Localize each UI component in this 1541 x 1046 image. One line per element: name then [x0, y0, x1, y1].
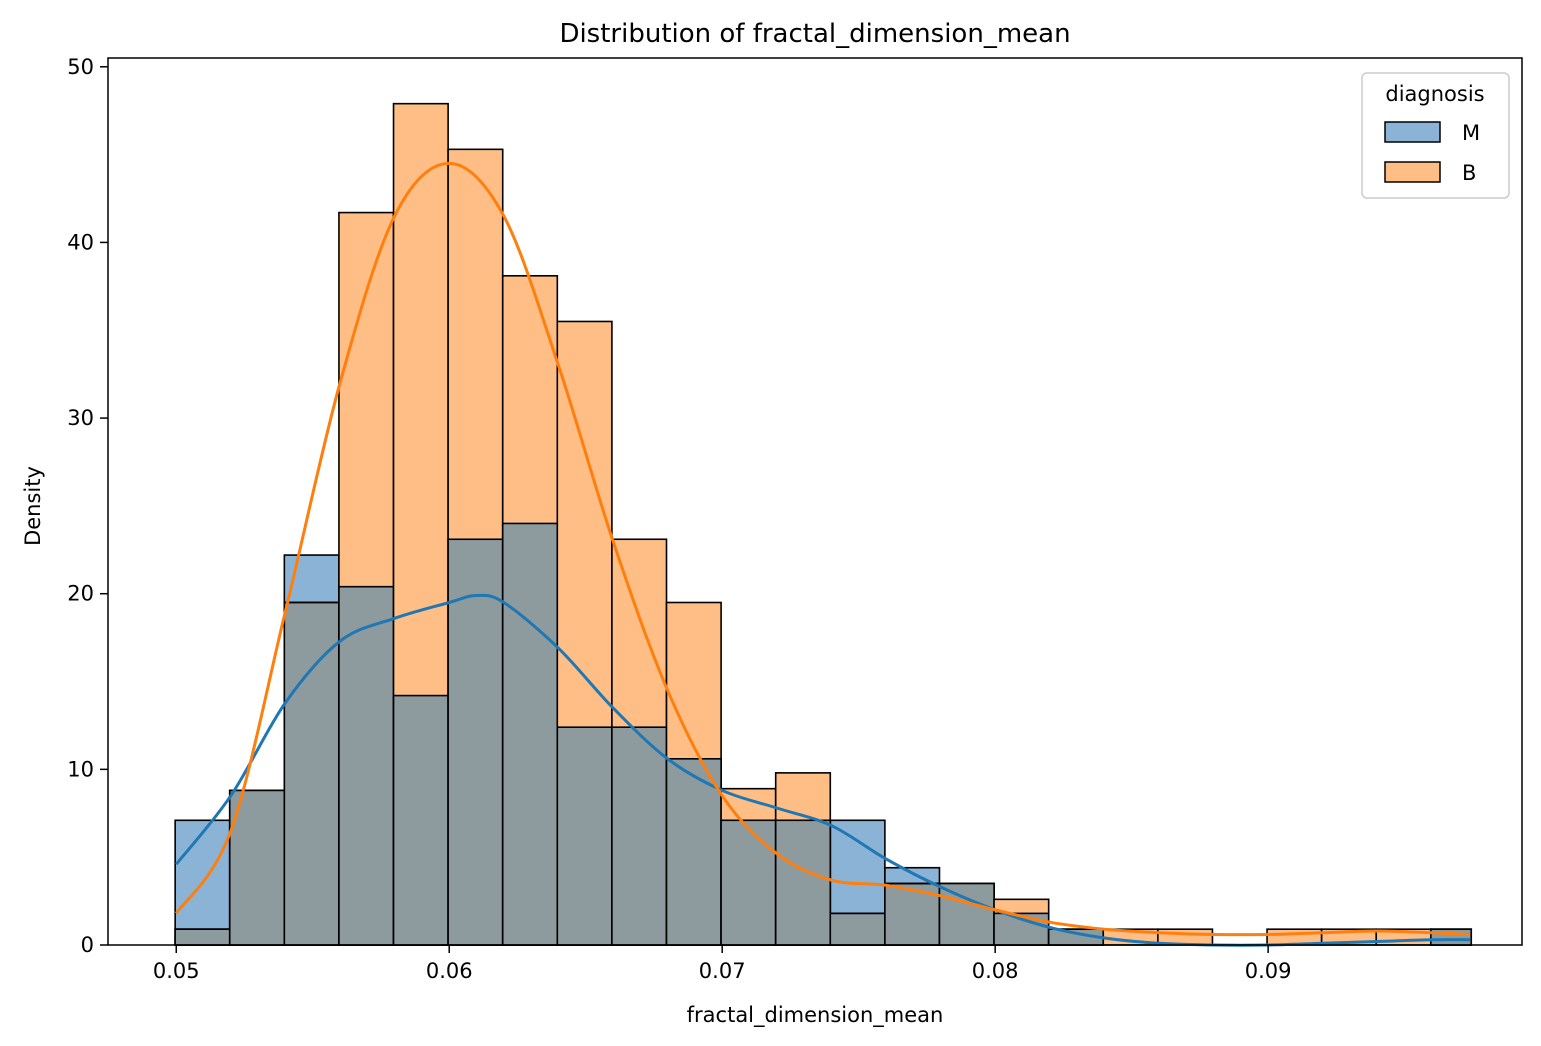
bar-overlap-6: [501, 522, 559, 946]
x-tick-label: 0.08: [972, 959, 1019, 983]
y-tick-label: 30: [67, 406, 94, 430]
bar-overlap-0: [174, 928, 231, 946]
x-tick-label: 0.09: [1245, 959, 1292, 983]
kde-line-b: [174, 161, 1471, 937]
x-tick-label: 0.07: [699, 959, 746, 983]
y-tick-label: 50: [67, 55, 94, 79]
legend-label-b: B: [1462, 161, 1476, 185]
x-tick-label: 0.05: [153, 959, 200, 983]
bar-overlap-4: [392, 694, 449, 946]
legend: diagnosis M B: [1361, 72, 1510, 199]
chart-title: Distribution of fractal_dimension_mean: [559, 19, 1070, 49]
legend-swatch-b: [1384, 161, 1441, 183]
y-tick-label: 20: [67, 582, 94, 606]
series-b-bars: [174, 102, 1473, 946]
legend-title: diagnosis: [1385, 82, 1484, 106]
bar-overlap-5: [447, 538, 504, 946]
y-axis-ticks: 0 10 20 30 40 50: [67, 55, 108, 957]
bar-overlap-8: [611, 726, 668, 946]
y-tick-label: 10: [67, 757, 94, 781]
x-tick-label: 0.06: [426, 959, 473, 983]
bar-overlap-10: [720, 819, 777, 946]
bar-overlap-3: [338, 585, 395, 946]
legend-label-m: M: [1462, 121, 1480, 145]
bar-overlap-12: [829, 912, 886, 946]
bar-overlap-14: [938, 882, 995, 946]
bar-overlap-11: [774, 819, 832, 946]
x-axis-label: fractal_dimension_mean: [687, 1003, 944, 1028]
y-tick-label: 0: [81, 933, 94, 957]
legend-swatch-m: [1384, 121, 1441, 143]
x-axis-ticks: 0.05 0.06 0.07 0.08 0.09: [153, 945, 1292, 983]
bar-overlap-7: [556, 726, 613, 946]
bar-overlap-1: [228, 789, 286, 946]
y-axis-label: Density: [21, 466, 45, 546]
bar-overlap-2: [283, 601, 340, 946]
plot-frame: [107, 57, 1523, 946]
y-tick-label: 40: [67, 230, 94, 254]
